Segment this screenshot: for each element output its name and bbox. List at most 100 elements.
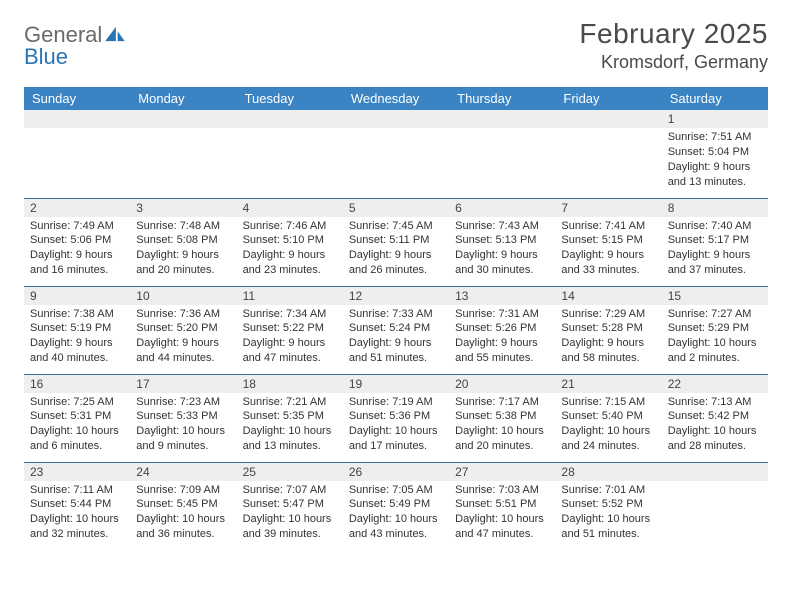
daylight-text: Daylight: 10 hours and 39 minutes. — [243, 512, 337, 542]
day-number: 25 — [237, 463, 343, 481]
day-number: 14 — [555, 287, 661, 305]
calendar-cell: 3Sunrise: 7:48 AMSunset: 5:08 PMDaylight… — [130, 198, 236, 286]
calendar-cell: 5Sunrise: 7:45 AMSunset: 5:11 PMDaylight… — [343, 198, 449, 286]
calendar-cell: 12Sunrise: 7:33 AMSunset: 5:24 PMDayligh… — [343, 286, 449, 374]
day-number: 23 — [24, 463, 130, 481]
title-block: February 2025 Kromsdorf, Germany — [579, 18, 768, 73]
day-number: 1 — [662, 110, 768, 128]
daylight-text: Daylight: 9 hours and 23 minutes. — [243, 248, 337, 278]
sunrise-text: Sunrise: 7:31 AM — [455, 307, 549, 322]
sunrise-text: Sunrise: 7:46 AM — [243, 219, 337, 234]
day-details: Sunrise: 7:13 AMSunset: 5:42 PMDaylight:… — [662, 393, 768, 458]
day-details: Sunrise: 7:19 AMSunset: 5:36 PMDaylight:… — [343, 393, 449, 458]
day-number: 4 — [237, 199, 343, 217]
day-number: 11 — [237, 287, 343, 305]
sunset-text: Sunset: 5:33 PM — [136, 409, 230, 424]
sunrise-text: Sunrise: 7:17 AM — [455, 395, 549, 410]
daylight-text: Daylight: 9 hours and 44 minutes. — [136, 336, 230, 366]
sunrise-text: Sunrise: 7:01 AM — [561, 483, 655, 498]
day-details: Sunrise: 7:45 AMSunset: 5:11 PMDaylight:… — [343, 217, 449, 282]
sunset-text: Sunset: 5:29 PM — [668, 321, 762, 336]
sunset-text: Sunset: 5:51 PM — [455, 497, 549, 512]
calendar-cell: 22Sunrise: 7:13 AMSunset: 5:42 PMDayligh… — [662, 374, 768, 462]
calendar-body: 1Sunrise: 7:51 AMSunset: 5:04 PMDaylight… — [24, 110, 768, 550]
sunrise-text: Sunrise: 7:38 AM — [30, 307, 124, 322]
calendar-cell: 11Sunrise: 7:34 AMSunset: 5:22 PMDayligh… — [237, 286, 343, 374]
sunset-text: Sunset: 5:19 PM — [30, 321, 124, 336]
day-details: Sunrise: 7:07 AMSunset: 5:47 PMDaylight:… — [237, 481, 343, 546]
calendar-cell: 16Sunrise: 7:25 AMSunset: 5:31 PMDayligh… — [24, 374, 130, 462]
daylight-text: Daylight: 10 hours and 24 minutes. — [561, 424, 655, 454]
calendar-cell — [343, 110, 449, 198]
day-number: 28 — [555, 463, 661, 481]
calendar-cell — [449, 110, 555, 198]
calendar-week: 16Sunrise: 7:25 AMSunset: 5:31 PMDayligh… — [24, 374, 768, 462]
calendar-cell: 24Sunrise: 7:09 AMSunset: 5:45 PMDayligh… — [130, 462, 236, 550]
day-number: 6 — [449, 199, 555, 217]
day-details: Sunrise: 7:34 AMSunset: 5:22 PMDaylight:… — [237, 305, 343, 370]
day-number: 9 — [24, 287, 130, 305]
day-number — [449, 110, 555, 128]
calendar-cell: 26Sunrise: 7:05 AMSunset: 5:49 PMDayligh… — [343, 462, 449, 550]
day-number: 20 — [449, 375, 555, 393]
sunset-text: Sunset: 5:20 PM — [136, 321, 230, 336]
daylight-text: Daylight: 9 hours and 40 minutes. — [30, 336, 124, 366]
sunrise-text: Sunrise: 7:21 AM — [243, 395, 337, 410]
daylight-text: Daylight: 10 hours and 6 minutes. — [30, 424, 124, 454]
daylight-text: Daylight: 10 hours and 43 minutes. — [349, 512, 443, 542]
day-details: Sunrise: 7:21 AMSunset: 5:35 PMDaylight:… — [237, 393, 343, 458]
day-details: Sunrise: 7:23 AMSunset: 5:33 PMDaylight:… — [130, 393, 236, 458]
calendar-week: 1Sunrise: 7:51 AMSunset: 5:04 PMDaylight… — [24, 110, 768, 198]
daylight-text: Daylight: 9 hours and 16 minutes. — [30, 248, 124, 278]
day-details: Sunrise: 7:09 AMSunset: 5:45 PMDaylight:… — [130, 481, 236, 546]
calendar-cell: 6Sunrise: 7:43 AMSunset: 5:13 PMDaylight… — [449, 198, 555, 286]
calendar-cell: 4Sunrise: 7:46 AMSunset: 5:10 PMDaylight… — [237, 198, 343, 286]
day-details: Sunrise: 7:03 AMSunset: 5:51 PMDaylight:… — [449, 481, 555, 546]
weekday-header: Monday — [130, 87, 236, 110]
daylight-text: Daylight: 9 hours and 37 minutes. — [668, 248, 762, 278]
weekday-header: Sunday — [24, 87, 130, 110]
calendar-cell — [555, 110, 661, 198]
calendar-cell: 14Sunrise: 7:29 AMSunset: 5:28 PMDayligh… — [555, 286, 661, 374]
weekday-header: Friday — [555, 87, 661, 110]
day-details: Sunrise: 7:27 AMSunset: 5:29 PMDaylight:… — [662, 305, 768, 370]
calendar-cell: 20Sunrise: 7:17 AMSunset: 5:38 PMDayligh… — [449, 374, 555, 462]
calendar-cell: 15Sunrise: 7:27 AMSunset: 5:29 PMDayligh… — [662, 286, 768, 374]
sunrise-text: Sunrise: 7:13 AM — [668, 395, 762, 410]
daylight-text: Daylight: 10 hours and 20 minutes. — [455, 424, 549, 454]
sunrise-text: Sunrise: 7:51 AM — [668, 130, 762, 145]
calendar-cell: 1Sunrise: 7:51 AMSunset: 5:04 PMDaylight… — [662, 110, 768, 198]
calendar-cell: 13Sunrise: 7:31 AMSunset: 5:26 PMDayligh… — [449, 286, 555, 374]
day-details: Sunrise: 7:25 AMSunset: 5:31 PMDaylight:… — [24, 393, 130, 458]
sunset-text: Sunset: 5:11 PM — [349, 233, 443, 248]
weekday-header: Thursday — [449, 87, 555, 110]
sunset-text: Sunset: 5:38 PM — [455, 409, 549, 424]
sunrise-text: Sunrise: 7:41 AM — [561, 219, 655, 234]
day-number: 27 — [449, 463, 555, 481]
day-number — [24, 110, 130, 128]
calendar-cell — [237, 110, 343, 198]
day-details: Sunrise: 7:49 AMSunset: 5:06 PMDaylight:… — [24, 217, 130, 282]
sunrise-text: Sunrise: 7:49 AM — [30, 219, 124, 234]
calendar-week: 9Sunrise: 7:38 AMSunset: 5:19 PMDaylight… — [24, 286, 768, 374]
sunset-text: Sunset: 5:40 PM — [561, 409, 655, 424]
sunset-text: Sunset: 5:13 PM — [455, 233, 549, 248]
sunrise-text: Sunrise: 7:36 AM — [136, 307, 230, 322]
sunset-text: Sunset: 5:15 PM — [561, 233, 655, 248]
day-details: Sunrise: 7:48 AMSunset: 5:08 PMDaylight:… — [130, 217, 236, 282]
logo: General Blue — [24, 24, 126, 68]
sunset-text: Sunset: 5:42 PM — [668, 409, 762, 424]
weekday-header: Wednesday — [343, 87, 449, 110]
sunrise-text: Sunrise: 7:33 AM — [349, 307, 443, 322]
day-details: Sunrise: 7:43 AMSunset: 5:13 PMDaylight:… — [449, 217, 555, 282]
calendar-cell: 8Sunrise: 7:40 AMSunset: 5:17 PMDaylight… — [662, 198, 768, 286]
calendar-cell: 18Sunrise: 7:21 AMSunset: 5:35 PMDayligh… — [237, 374, 343, 462]
day-number: 26 — [343, 463, 449, 481]
day-details: Sunrise: 7:17 AMSunset: 5:38 PMDaylight:… — [449, 393, 555, 458]
daylight-text: Daylight: 10 hours and 32 minutes. — [30, 512, 124, 542]
day-number: 12 — [343, 287, 449, 305]
day-number — [130, 110, 236, 128]
day-number: 17 — [130, 375, 236, 393]
daylight-text: Daylight: 9 hours and 30 minutes. — [455, 248, 549, 278]
calendar-cell: 27Sunrise: 7:03 AMSunset: 5:51 PMDayligh… — [449, 462, 555, 550]
